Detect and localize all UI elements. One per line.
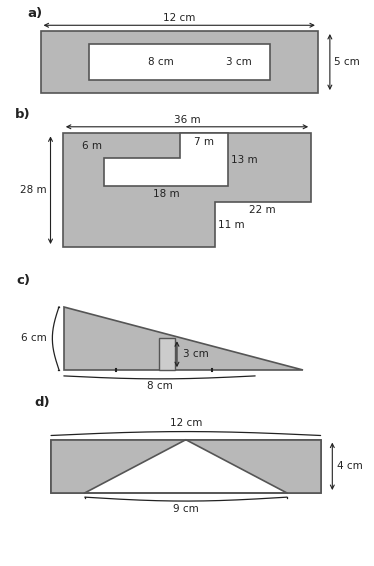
Bar [89, 44, 270, 80]
Text: 12 cm: 12 cm [170, 418, 202, 428]
Text: 5 cm: 5 cm [334, 57, 360, 67]
Text: 13 m: 13 m [231, 155, 257, 165]
Polygon shape [51, 440, 186, 493]
Text: 3 cm: 3 cm [226, 57, 252, 67]
Text: d): d) [35, 396, 50, 409]
Text: 6 m: 6 m [82, 140, 102, 151]
Polygon shape [63, 134, 311, 247]
Text: a): a) [27, 7, 43, 20]
Text: 7 m: 7 m [194, 136, 214, 147]
Text: 12 cm: 12 cm [163, 13, 196, 23]
Text: 28 m: 28 m [20, 185, 47, 195]
Bar [41, 31, 318, 93]
Text: 11 m: 11 m [218, 220, 244, 230]
Text: 8 cm: 8 cm [148, 57, 174, 67]
Text: 18 m: 18 m [153, 188, 180, 199]
Polygon shape [186, 440, 321, 493]
Bar [159, 338, 175, 370]
Bar [51, 440, 321, 493]
Bar [51, 440, 321, 493]
Polygon shape [104, 134, 229, 186]
Text: 8 cm: 8 cm [147, 381, 172, 391]
Text: 4 cm: 4 cm [337, 461, 362, 471]
Text: c): c) [16, 275, 30, 288]
Text: b): b) [15, 108, 31, 121]
Text: 22 m: 22 m [249, 205, 276, 215]
Text: 3 cm: 3 cm [183, 349, 209, 359]
Text: 9 cm: 9 cm [173, 504, 199, 514]
Text: 6 cm: 6 cm [21, 333, 46, 344]
Polygon shape [64, 307, 303, 370]
Text: 36 m: 36 m [174, 114, 200, 125]
